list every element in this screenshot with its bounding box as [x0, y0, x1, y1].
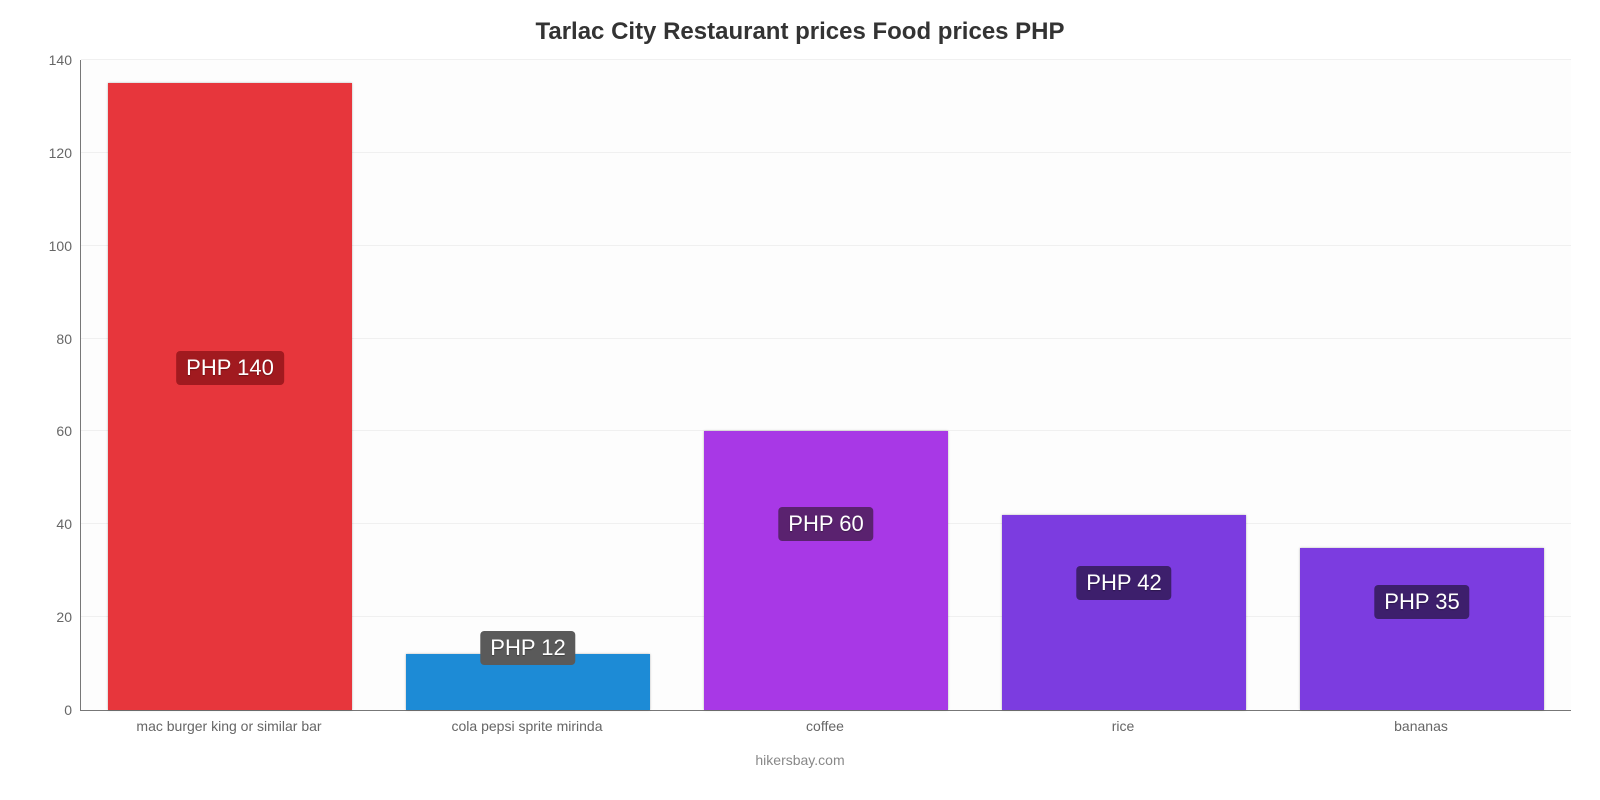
ytick-label: 60 — [12, 423, 72, 439]
ytick-label: 40 — [12, 516, 72, 532]
bar-value-label: PHP 140 — [176, 351, 284, 385]
ytick-label: 80 — [12, 331, 72, 347]
bar-value-label: PHP 60 — [778, 507, 873, 541]
ytick-label: 120 — [12, 145, 72, 161]
bar — [1002, 515, 1246, 710]
bar-slot: PHP 35 — [1300, 60, 1544, 710]
ytick-label: 0 — [12, 702, 72, 718]
bar-value-label: PHP 12 — [480, 631, 575, 665]
bar-value-label: PHP 42 — [1076, 566, 1171, 600]
ytick-label: 20 — [12, 609, 72, 625]
ytick-label: 140 — [12, 52, 72, 68]
bar-slot: PHP 42 — [1002, 60, 1246, 710]
source-label: hikersbay.com — [0, 752, 1600, 768]
ytick-label: 100 — [12, 238, 72, 254]
bar-slot: PHP 60 — [704, 60, 948, 710]
plot-area: PHP 140 PHP 12 PHP 60 PHP 42 PHP 35 — [80, 60, 1571, 711]
xtick-label: coffee — [676, 718, 974, 734]
bar — [704, 431, 948, 710]
bar — [1300, 548, 1544, 711]
chart-title: Tarlac City Restaurant prices Food price… — [0, 18, 1600, 46]
xtick-label: cola pepsi sprite mirinda — [378, 718, 676, 734]
bar-value-label: PHP 35 — [1374, 585, 1469, 619]
chart-container: Tarlac City Restaurant prices Food price… — [0, 0, 1600, 800]
bar-slot: PHP 140 — [108, 60, 352, 710]
xtick-label: mac burger king or similar bar — [80, 718, 378, 734]
bar-slot: PHP 12 — [406, 60, 650, 710]
bar — [108, 83, 352, 710]
xtick-label: bananas — [1272, 718, 1570, 734]
xtick-label: rice — [974, 718, 1272, 734]
